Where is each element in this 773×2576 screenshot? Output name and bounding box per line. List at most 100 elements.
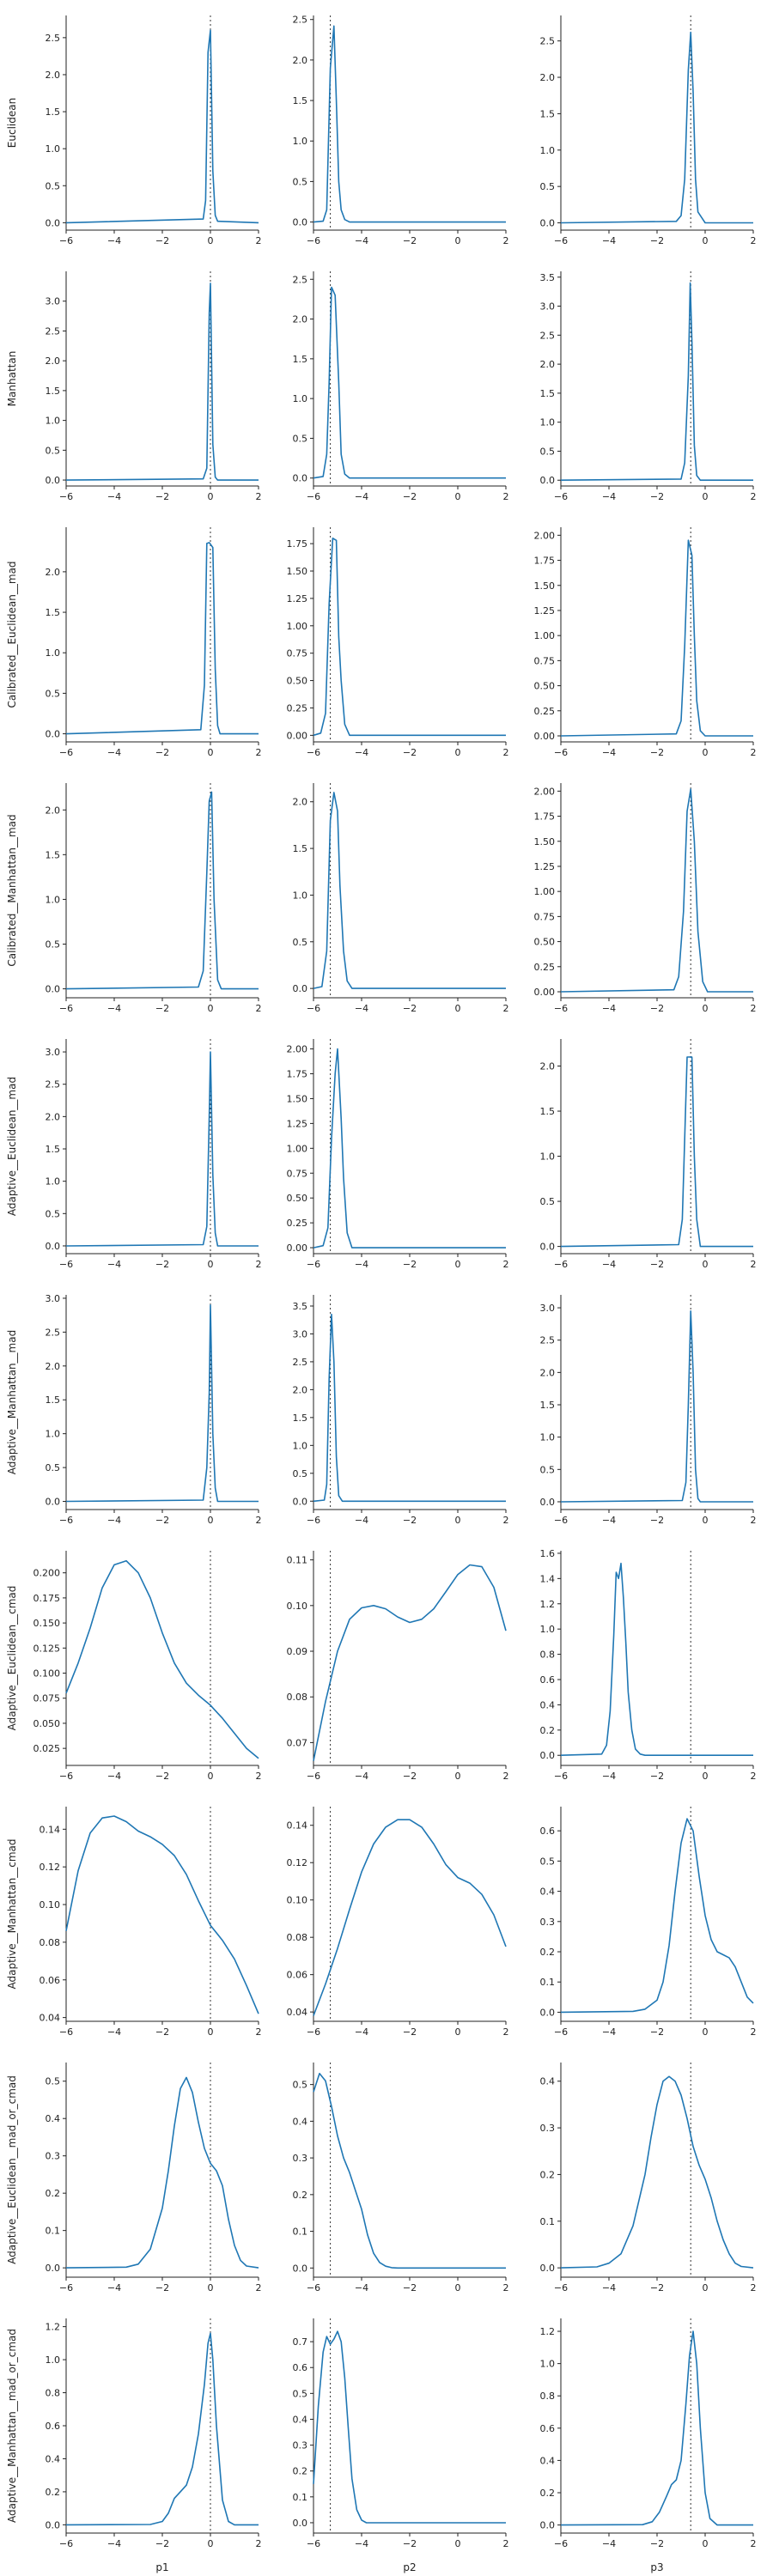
panel-r7-c1-ytick-label: 0.08 xyxy=(287,1932,308,1943)
panel-r9-c2-xtick-label: 0 xyxy=(703,2538,709,2549)
panel-r6-c1-density-line xyxy=(313,1564,507,1761)
panel-r7-c0-ytick-label: 0.10 xyxy=(40,1899,61,1911)
panel-r5-c0-xtick-label: 0 xyxy=(208,1515,214,1526)
panel-r5-c0-ytick-label: 1.5 xyxy=(46,1394,61,1406)
panel-r1-c1-ytick-label: 2.5 xyxy=(293,274,308,285)
panel-r0-c1-ytick-label: 2.5 xyxy=(293,15,308,26)
panel-r1-c1-xtick-label: −6 xyxy=(307,491,320,502)
panel-r6-c0-xtick-label: −4 xyxy=(107,1771,121,1782)
panel-r5-c1-ytick-label: 1.5 xyxy=(293,1413,308,1424)
panel-r5-c1-ytick-label: 1.0 xyxy=(293,1440,308,1451)
panel-r3-c2-xtick-label: 0 xyxy=(703,1003,709,1014)
panel-r9-c0-ytick-label: 1.2 xyxy=(46,2322,61,2333)
panel-r9-c0-density-line xyxy=(65,2332,259,2526)
panel-r2-c2-ytick-label: 1.50 xyxy=(534,580,556,592)
panel-r2-c2-ytick-label: 0.00 xyxy=(534,731,556,742)
panel-r9-c0-xtick-label: 0 xyxy=(208,2538,214,2549)
panel-r0-c0-ytick-label: 1.5 xyxy=(46,106,61,118)
panel-r5-c2-xtick-label: −6 xyxy=(554,1515,568,1526)
panel-r8-c2-xtick-label: −4 xyxy=(602,2282,616,2293)
panel-r8-c0-ytick-label: 0.3 xyxy=(46,2151,61,2162)
panel-r0-c2-ytick-label: 2.0 xyxy=(540,72,556,83)
panel-r9-c0-ytick-label: 0.6 xyxy=(46,2421,61,2432)
panel-r6-c2-xtick-label: 2 xyxy=(751,1771,757,1782)
panel-r4-c0-ytick-label: 2.5 xyxy=(46,1079,61,1091)
panel-r6-c0-density-line xyxy=(65,1559,259,1759)
panel-r7-c2-density-line xyxy=(560,1818,754,2014)
xlabel-p2: p2 xyxy=(403,2561,416,2573)
panel-r5-c0-xtick-label: −4 xyxy=(107,1515,121,1526)
panel-r4-c1-ytick-label: 0.25 xyxy=(287,1218,308,1229)
panel-r9-c0-ylabel: Adaptive__Manhattan__mad_or_cmad xyxy=(6,2329,18,2523)
panel-r1-c2-density-line xyxy=(560,282,753,482)
panel-r2-c1-density-line xyxy=(313,537,506,737)
panel-r1-c1-ytick-label: 2.0 xyxy=(293,314,308,325)
panel-r8-c0-ytick-label: 0.1 xyxy=(46,2226,61,2237)
panel-r3-c1-xtick-label: 2 xyxy=(503,1003,509,1014)
panel-r6-c2-ytick-label: 1.6 xyxy=(540,1548,556,1559)
panel-r7-c0-ytick-label: 0.08 xyxy=(40,1937,61,1948)
panel-r1-c1-ytick-label: 0.0 xyxy=(293,473,308,484)
panel-r8-c0-xtick-label: 0 xyxy=(208,2282,214,2293)
panel-r5-c2-ytick-label: 2.0 xyxy=(540,1367,556,1378)
panel-r5-c1-xtick-label: −6 xyxy=(307,1515,320,1526)
panel-r8-c2-ytick-label: 0.2 xyxy=(540,2169,556,2180)
panel-r0-c2-ytick-label: 1.0 xyxy=(540,145,556,156)
panel-r3-c1-density-line xyxy=(313,792,506,989)
panel-r5-c1-ytick-label: 3.5 xyxy=(293,1301,308,1312)
panel-r9-c0-ytick-label: 1.0 xyxy=(46,2354,61,2366)
panel-r4-c1-ytick-label: 1.75 xyxy=(287,1069,308,1080)
panel-r0-c2-xtick-label: 2 xyxy=(751,235,757,246)
panel-r9-c0-xtick-label: −6 xyxy=(59,2538,73,2549)
panel-r2-c1-ytick-label: 1.00 xyxy=(287,621,308,632)
panel-r6-c0-ytick-label: 0.025 xyxy=(33,1743,61,1754)
panel-r9-c2-xtick-label: 2 xyxy=(751,2538,757,2549)
panel-r6-c0-ytick-label: 0.100 xyxy=(33,1668,61,1680)
panel-r2-c0-xtick-label: −2 xyxy=(155,747,169,758)
panel-r2-c2-density-line xyxy=(560,539,753,737)
panel-r2-c0-xtick-label: 2 xyxy=(256,747,262,758)
panel-r8-c1-xtick-label: −4 xyxy=(355,2282,368,2293)
panel-r3-c0-xtick-label: −2 xyxy=(155,1003,169,1014)
panel-r6-c2-ytick-label: 0.4 xyxy=(540,1699,556,1710)
panel-r8-c2-xtick-label: −2 xyxy=(650,2282,664,2293)
panel-r5-c2-xtick-label: −2 xyxy=(650,1515,664,1526)
panel-r8-c1-ytick-label: 0.3 xyxy=(293,2153,308,2164)
panel-r1-c0-ytick-label: 1.0 xyxy=(46,416,61,427)
panel-r6-c1-ytick-label: 0.07 xyxy=(287,1737,308,1748)
panel-r6-c1-ytick-label: 0.09 xyxy=(287,1646,308,1657)
panel-r7-c1-ytick-label: 0.10 xyxy=(287,1895,308,1906)
panel-r4-c2-density-line xyxy=(560,1056,753,1248)
panel-r6-c2-xtick-label: 0 xyxy=(703,1771,709,1782)
panel-r9-c2-xtick-label: −2 xyxy=(650,2538,664,2549)
xlabel-p1: p1 xyxy=(155,2561,168,2573)
panel-r6-c2-ytick-label: 1.4 xyxy=(540,1573,556,1584)
panel-r3-c0-ytick-label: 2.0 xyxy=(46,805,61,816)
panel-r6-c2-density-line xyxy=(560,1562,753,1756)
panel-r4-c2-xtick-label: 0 xyxy=(703,1259,709,1270)
panel-r3-c0-xtick-label: 2 xyxy=(256,1003,262,1014)
panel-r8-c2-density-line xyxy=(560,2075,754,2269)
panel-r8-c0-ytick-label: 0.5 xyxy=(46,2076,61,2087)
panel-r9-c1-xtick-label: 2 xyxy=(503,2538,509,2549)
panel-r4-c2-ytick-label: 2.0 xyxy=(540,1061,556,1072)
panel-r3-c2-xtick-label: −2 xyxy=(650,1003,664,1014)
panel-r2-c0-ylabel: Calibrated__Euclidean__mad xyxy=(6,561,18,708)
panel-r1-c0-ytick-label: 0.5 xyxy=(46,445,61,456)
panel-r1-c0-xtick-label: 2 xyxy=(256,491,262,502)
panel-r2-c1-ytick-label: 0.00 xyxy=(287,730,308,741)
panel-r3-c0-ytick-label: 1.0 xyxy=(46,894,61,905)
panel-r1-c0-ytick-label: 2.5 xyxy=(46,325,61,337)
panel-r9-c0-xtick-label: −2 xyxy=(155,2538,169,2549)
panel-r2-c2-xtick-label: 2 xyxy=(751,747,757,758)
panel-r9-c2-ytick-label: 0.6 xyxy=(540,2423,556,2434)
panel-r6-c0-ytick-label: 0.075 xyxy=(33,1693,61,1704)
panel-r3-c0-xtick-label: 0 xyxy=(208,1003,214,1014)
panel-r2-c0-ytick-label: 0.5 xyxy=(46,688,61,699)
panel-r5-c2-xtick-label: 2 xyxy=(751,1515,757,1526)
panel-r7-c2-xtick-label: −2 xyxy=(650,2026,664,2038)
panel-r4-c1-xtick-label: −6 xyxy=(307,1259,320,1270)
panel-r4-c2-xtick-label: −2 xyxy=(650,1259,664,1270)
panel-r3-c2-ytick-label: 0.00 xyxy=(534,987,556,998)
panel-r4-c0-ytick-label: 2.0 xyxy=(46,1111,61,1122)
